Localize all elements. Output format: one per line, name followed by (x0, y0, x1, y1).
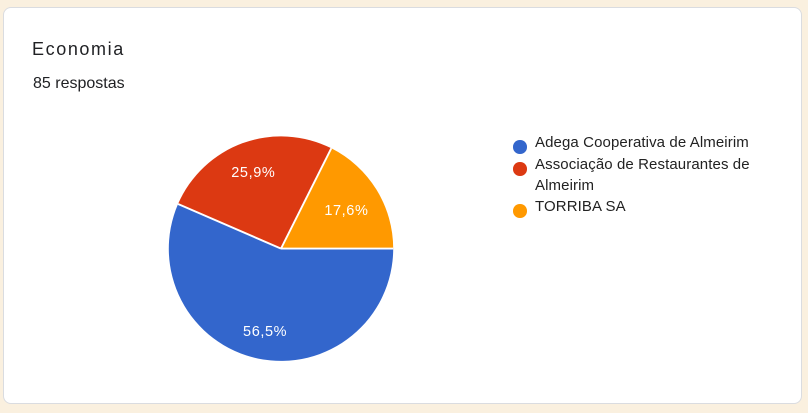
svg-text:56,5%: 56,5% (243, 324, 287, 340)
svg-text:25,9%: 25,9% (231, 165, 275, 181)
svg-text:17,6%: 17,6% (324, 203, 368, 219)
